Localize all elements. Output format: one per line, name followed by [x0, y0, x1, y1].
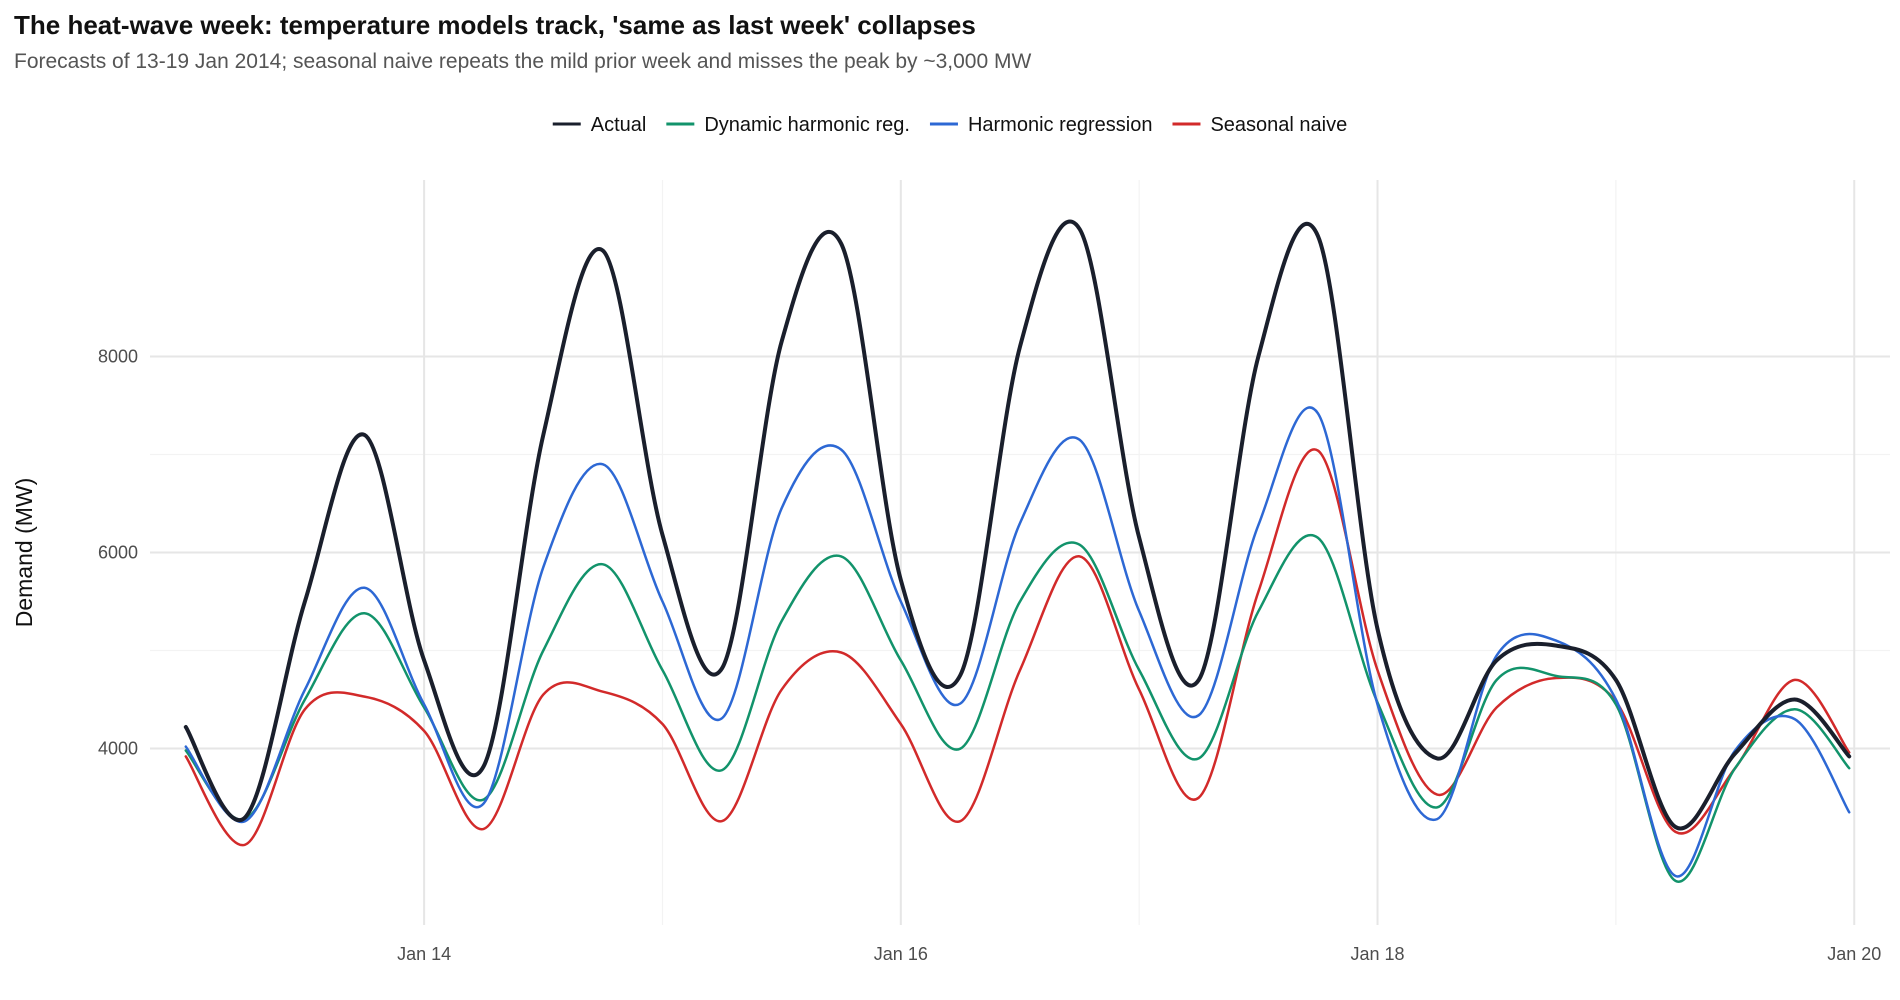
y-tick-label: 4000 — [98, 739, 138, 759]
x-tick-label: Jan 20 — [1827, 944, 1881, 964]
chart-title: The heat-wave week: temperature models t… — [14, 10, 976, 40]
legend-label-harmonic-regression: Harmonic regression — [968, 114, 1153, 136]
series-line-actual — [183, 219, 1852, 831]
series-line-harmonic-regression — [184, 406, 1851, 878]
legend-label-actual: Actual — [591, 114, 647, 136]
x-tick-label: Jan 14 — [397, 944, 451, 964]
x-tick-label: Jan 16 — [874, 944, 928, 964]
y-tick-label: 8000 — [98, 346, 138, 366]
x-tick-label: Jan 18 — [1351, 944, 1405, 964]
legend: Actual Dynamic harmonic reg. Harmonic regr… — [552, 114, 1347, 136]
legend-label-seasonal-naive: Seasonal naive — [1210, 114, 1347, 136]
chart-subtitle: Forecasts of 13-19 Jan 2014; seasonal na… — [14, 50, 1032, 73]
series-line-seasonal-naive — [184, 448, 1851, 847]
legend-label-dynamic-harmonic-reg: Dynamic harmonic reg. — [704, 114, 910, 136]
series-line-dynamic-harmonic-reg — [184, 534, 1851, 883]
y-tick-label: 6000 — [98, 543, 138, 563]
y-axis-title: Demand (MW) — [11, 478, 37, 628]
